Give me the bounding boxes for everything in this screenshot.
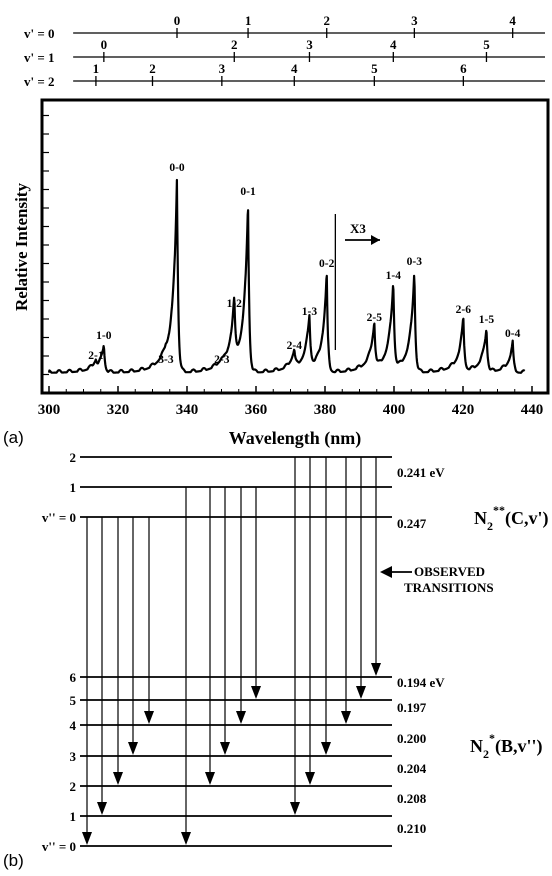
band-head-scales: v' = 0 v' = 1 v' = 2 0 1 2 3 40 2 3 4 51 2 3 4 5 6 [24,13,545,89]
scale-tick-label: 1 [93,61,100,76]
x-tick-label: 400 [383,402,406,418]
transition-arrowhead [371,663,381,676]
plot-frame [40,98,550,395]
x-tick-label: 300 [38,402,61,418]
scale-tick-label: 3 [219,61,226,76]
lower-level-2-label: 2 [70,779,77,794]
panel-b-label: (b) [3,851,24,870]
spectrum-chart: 300 320 340 360 380 400 420 440 2-1 1-0 3-3 0-0 2-3… [3,98,550,449]
lower-level-3-label: 3 [70,749,77,764]
peak-label: 1-0 [96,330,112,342]
peak-label: 2-4 [287,340,303,352]
peak-label: 0-4 [505,328,521,340]
peak-label: 1-4 [386,270,402,282]
scale-tick-label: 5 [483,37,490,52]
lower-level-1-label: 1 [70,809,77,824]
lower-level-2-spacing: 0.204 [397,761,427,776]
lower-level-5-spacing: 0.194 eV [397,675,445,690]
x-tick-label: 360 [245,402,268,418]
peak-label: 0-2 [319,258,335,270]
scale-tick-label: 4 [390,37,397,52]
peak-label: 3-3 [158,354,174,366]
peak-label: 0-0 [169,162,185,174]
transition-arrowhead [290,802,300,815]
x-tick-label: 440 [521,402,544,418]
transition-arrowhead [251,686,261,699]
transition-arrowhead [341,711,351,724]
peak-label: 1-5 [479,314,495,326]
energy-level-diagram: v'' = 0 0.247 1 0.241 eV 2 v'' = 0 0.210 1 0.208… [3,450,549,870]
x-axis-ticks: 300 320 340 360 380 400 420 440 [38,386,544,418]
transition-arrowhead [321,742,331,755]
scale-tick-label: 0 [174,13,181,28]
transition-arrowhead [205,772,215,785]
peak-label: 2-3 [214,354,230,366]
peak-label: 0-3 [407,256,423,268]
upper-level-0-label: v'' = 0 [42,510,76,525]
scale-tick-label: 1 [245,13,252,28]
scale-tick-label: 5 [371,61,378,76]
scale-tick-label: 2 [323,13,330,28]
peak-label: 1-2 [227,298,243,310]
transition-arrowhead [82,832,92,845]
lower-level-1-spacing: 0.208 [397,791,427,806]
peak-label: 1-3 [302,306,318,318]
transition-arrowhead [97,802,107,815]
lower-level-0-label: v'' = 0 [42,839,76,854]
upper-state-label: N2**(C,v') [474,503,549,533]
x-tick-label: 380 [314,402,337,418]
lower-level-4-spacing: 0.197 [397,700,427,715]
transition-arrowhead [305,772,315,785]
observed-transitions-arrow-head [380,566,392,578]
transition-arrowhead [128,742,138,755]
scale-tick-label: 3 [306,37,313,52]
transition-arrowhead [236,711,246,724]
scale-tick-label: 6 [460,61,467,76]
scale-tick-label: 0 [101,37,108,52]
x-tick-label: 420 [452,402,475,418]
lower-state-label: N2*(B,v'') [470,731,543,761]
scale-label-v0: v' = 0 [24,26,55,41]
transition-arrowhead [356,686,366,699]
scale-tick-label: 2 [231,37,238,52]
peak-label: 2-5 [367,312,383,324]
peak-label: 2-6 [456,304,472,316]
lower-level-5-label: 5 [70,693,77,708]
x-tick-label: 320 [107,402,130,418]
upper-level-1-label: 1 [70,480,77,495]
scale-label-v1: v' = 1 [24,50,55,65]
transition-arrowhead [144,711,154,724]
upper-level-0-spacing: 0.247 [397,516,427,531]
lower-level-4-label: 4 [70,718,77,733]
spectrum-trace [47,178,526,374]
peak-label: 0-1 [240,186,256,198]
lower-level-0-spacing: 0.210 [397,821,426,836]
x-axis-label: Wavelength (nm) [229,428,362,449]
scale-tick-label: 4 [291,61,298,76]
transition-arrowhead [113,772,123,785]
lower-level-3-spacing: 0.200 [397,731,426,746]
energy-levels: v'' = 0 0.247 1 0.241 eV 2 v'' = 0 0.210 1 0.208… [42,450,445,854]
upper-level-1-spacing: 0.241 eV [397,465,445,480]
peak-label: 2-1 [88,350,104,362]
scale-tick-label: 2 [149,61,156,76]
transition-arrows [82,457,381,845]
observed-label-line1: OBSERVED [414,564,485,579]
x3-label: X3 [350,221,366,236]
observed-label-line2: TRANSITIONS [404,580,494,595]
peak-labels: 2-1 1-0 3-3 0-0 2-3 1-2 0-1 2-4 1-3 0-2 2-5 1-4 0-3 2… [88,162,520,366]
scale-tick-label: 4 [509,13,516,28]
x3-arrow-head [371,235,380,245]
y-axis-ticks [42,114,49,376]
transition-arrowhead [181,832,191,845]
x-tick-label: 340 [176,402,199,418]
scale-tick-label: 3 [411,13,418,28]
y-axis-label: Relative Intensity [12,183,31,311]
scale-label-v2: v' = 2 [24,74,55,89]
transition-arrowhead [220,742,230,755]
upper-level-2-label: 2 [70,450,77,465]
lower-level-6-label: 6 [70,670,77,685]
panel-a-label: (a) [3,428,24,447]
